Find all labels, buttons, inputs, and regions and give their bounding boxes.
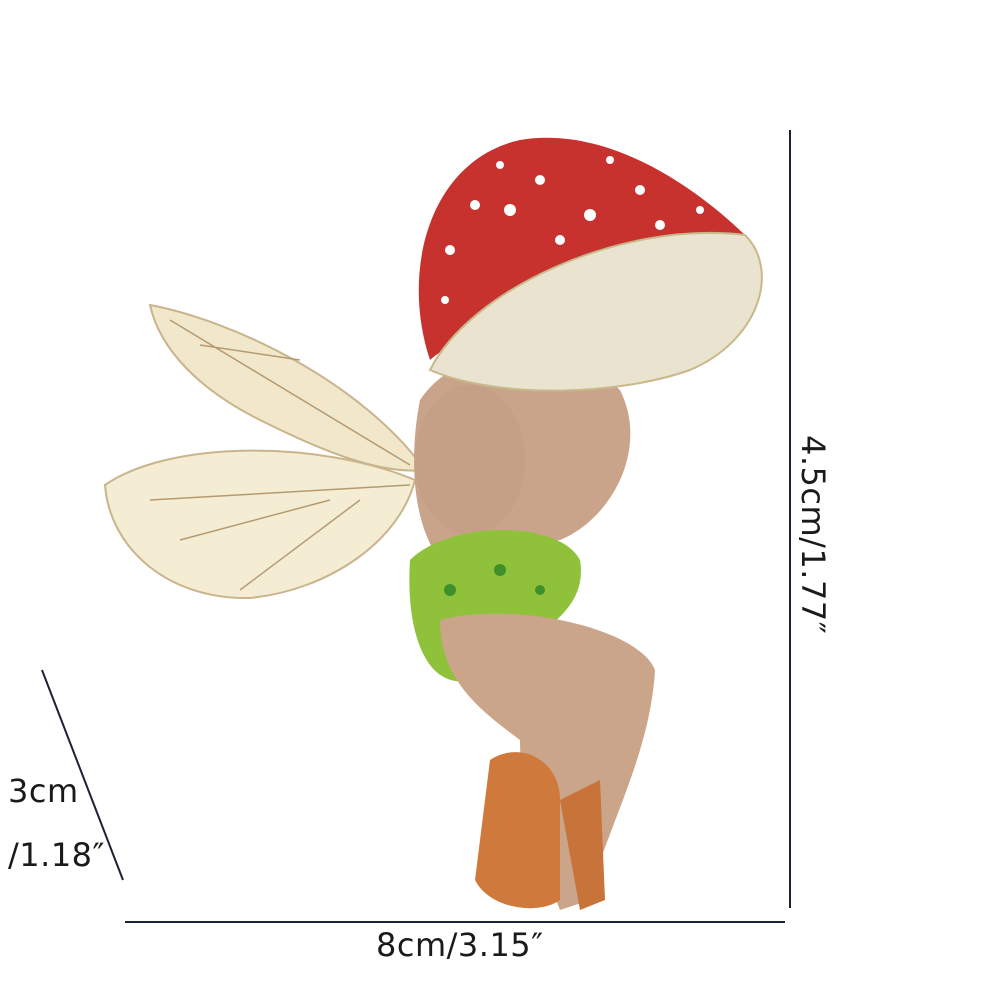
mushroom-cap [418,137,763,392]
body [409,353,655,910]
width-label: 8cm/3.15″ [376,926,544,964]
wings [103,303,427,600]
depth-label-inch: /1.18″ [8,836,105,874]
depth-label-cm: 3cm [8,772,79,810]
dimension-lines [41,130,791,923]
depth-line [41,669,124,881]
height-label: 4.5cm/1.77″ [794,435,832,635]
